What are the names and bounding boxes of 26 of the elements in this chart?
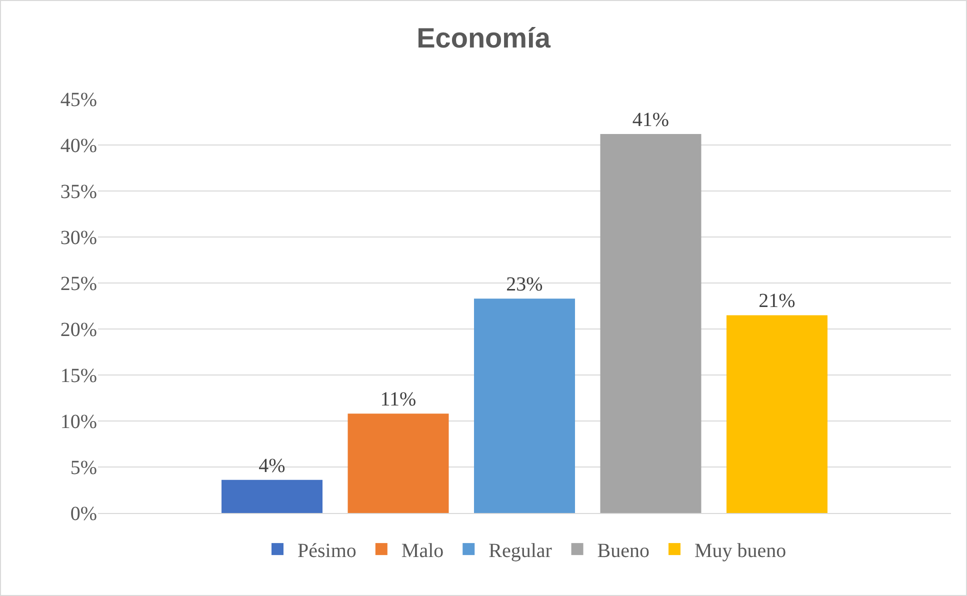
y-tick-label: 0% [70, 503, 97, 525]
bar [348, 414, 449, 513]
y-tick-label: 45% [60, 89, 97, 111]
legend-label: Muy bueno [694, 540, 786, 562]
data-label: 11% [380, 388, 416, 411]
y-tick-label: 15% [60, 365, 97, 387]
y-tick-label: 20% [60, 319, 97, 341]
bar [726, 315, 828, 513]
bar [222, 480, 323, 513]
y-tick-label: 5% [70, 457, 97, 479]
legend-label: Pésimo [298, 540, 356, 562]
y-tick-label: 35% [60, 181, 97, 203]
bar [600, 134, 702, 513]
data-label: 41% [632, 108, 670, 131]
legend-label: Bueno [597, 540, 650, 562]
data-label: 4% [258, 454, 286, 477]
y-tick-label: 30% [60, 227, 97, 249]
legend-label: Malo [401, 540, 444, 562]
y-tick-label: 40% [60, 135, 97, 157]
y-tick-label: 25% [60, 273, 97, 295]
chart-title: Economía [416, 22, 551, 54]
data-label: 23% [506, 274, 543, 296]
bar [474, 298, 575, 513]
legend-label: Regular [488, 540, 552, 562]
data-label: 21% [758, 290, 796, 312]
y-tick-label: 10% [60, 411, 97, 433]
